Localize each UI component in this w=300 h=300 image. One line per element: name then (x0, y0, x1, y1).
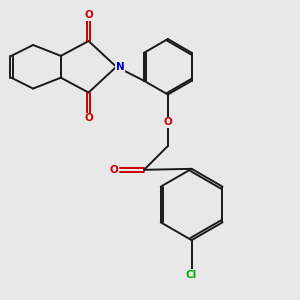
Text: Cl: Cl (186, 270, 197, 280)
Text: O: O (164, 117, 172, 127)
Text: O: O (84, 113, 93, 123)
Text: O: O (110, 165, 119, 175)
Text: N: N (116, 62, 125, 72)
Text: O: O (84, 10, 93, 20)
